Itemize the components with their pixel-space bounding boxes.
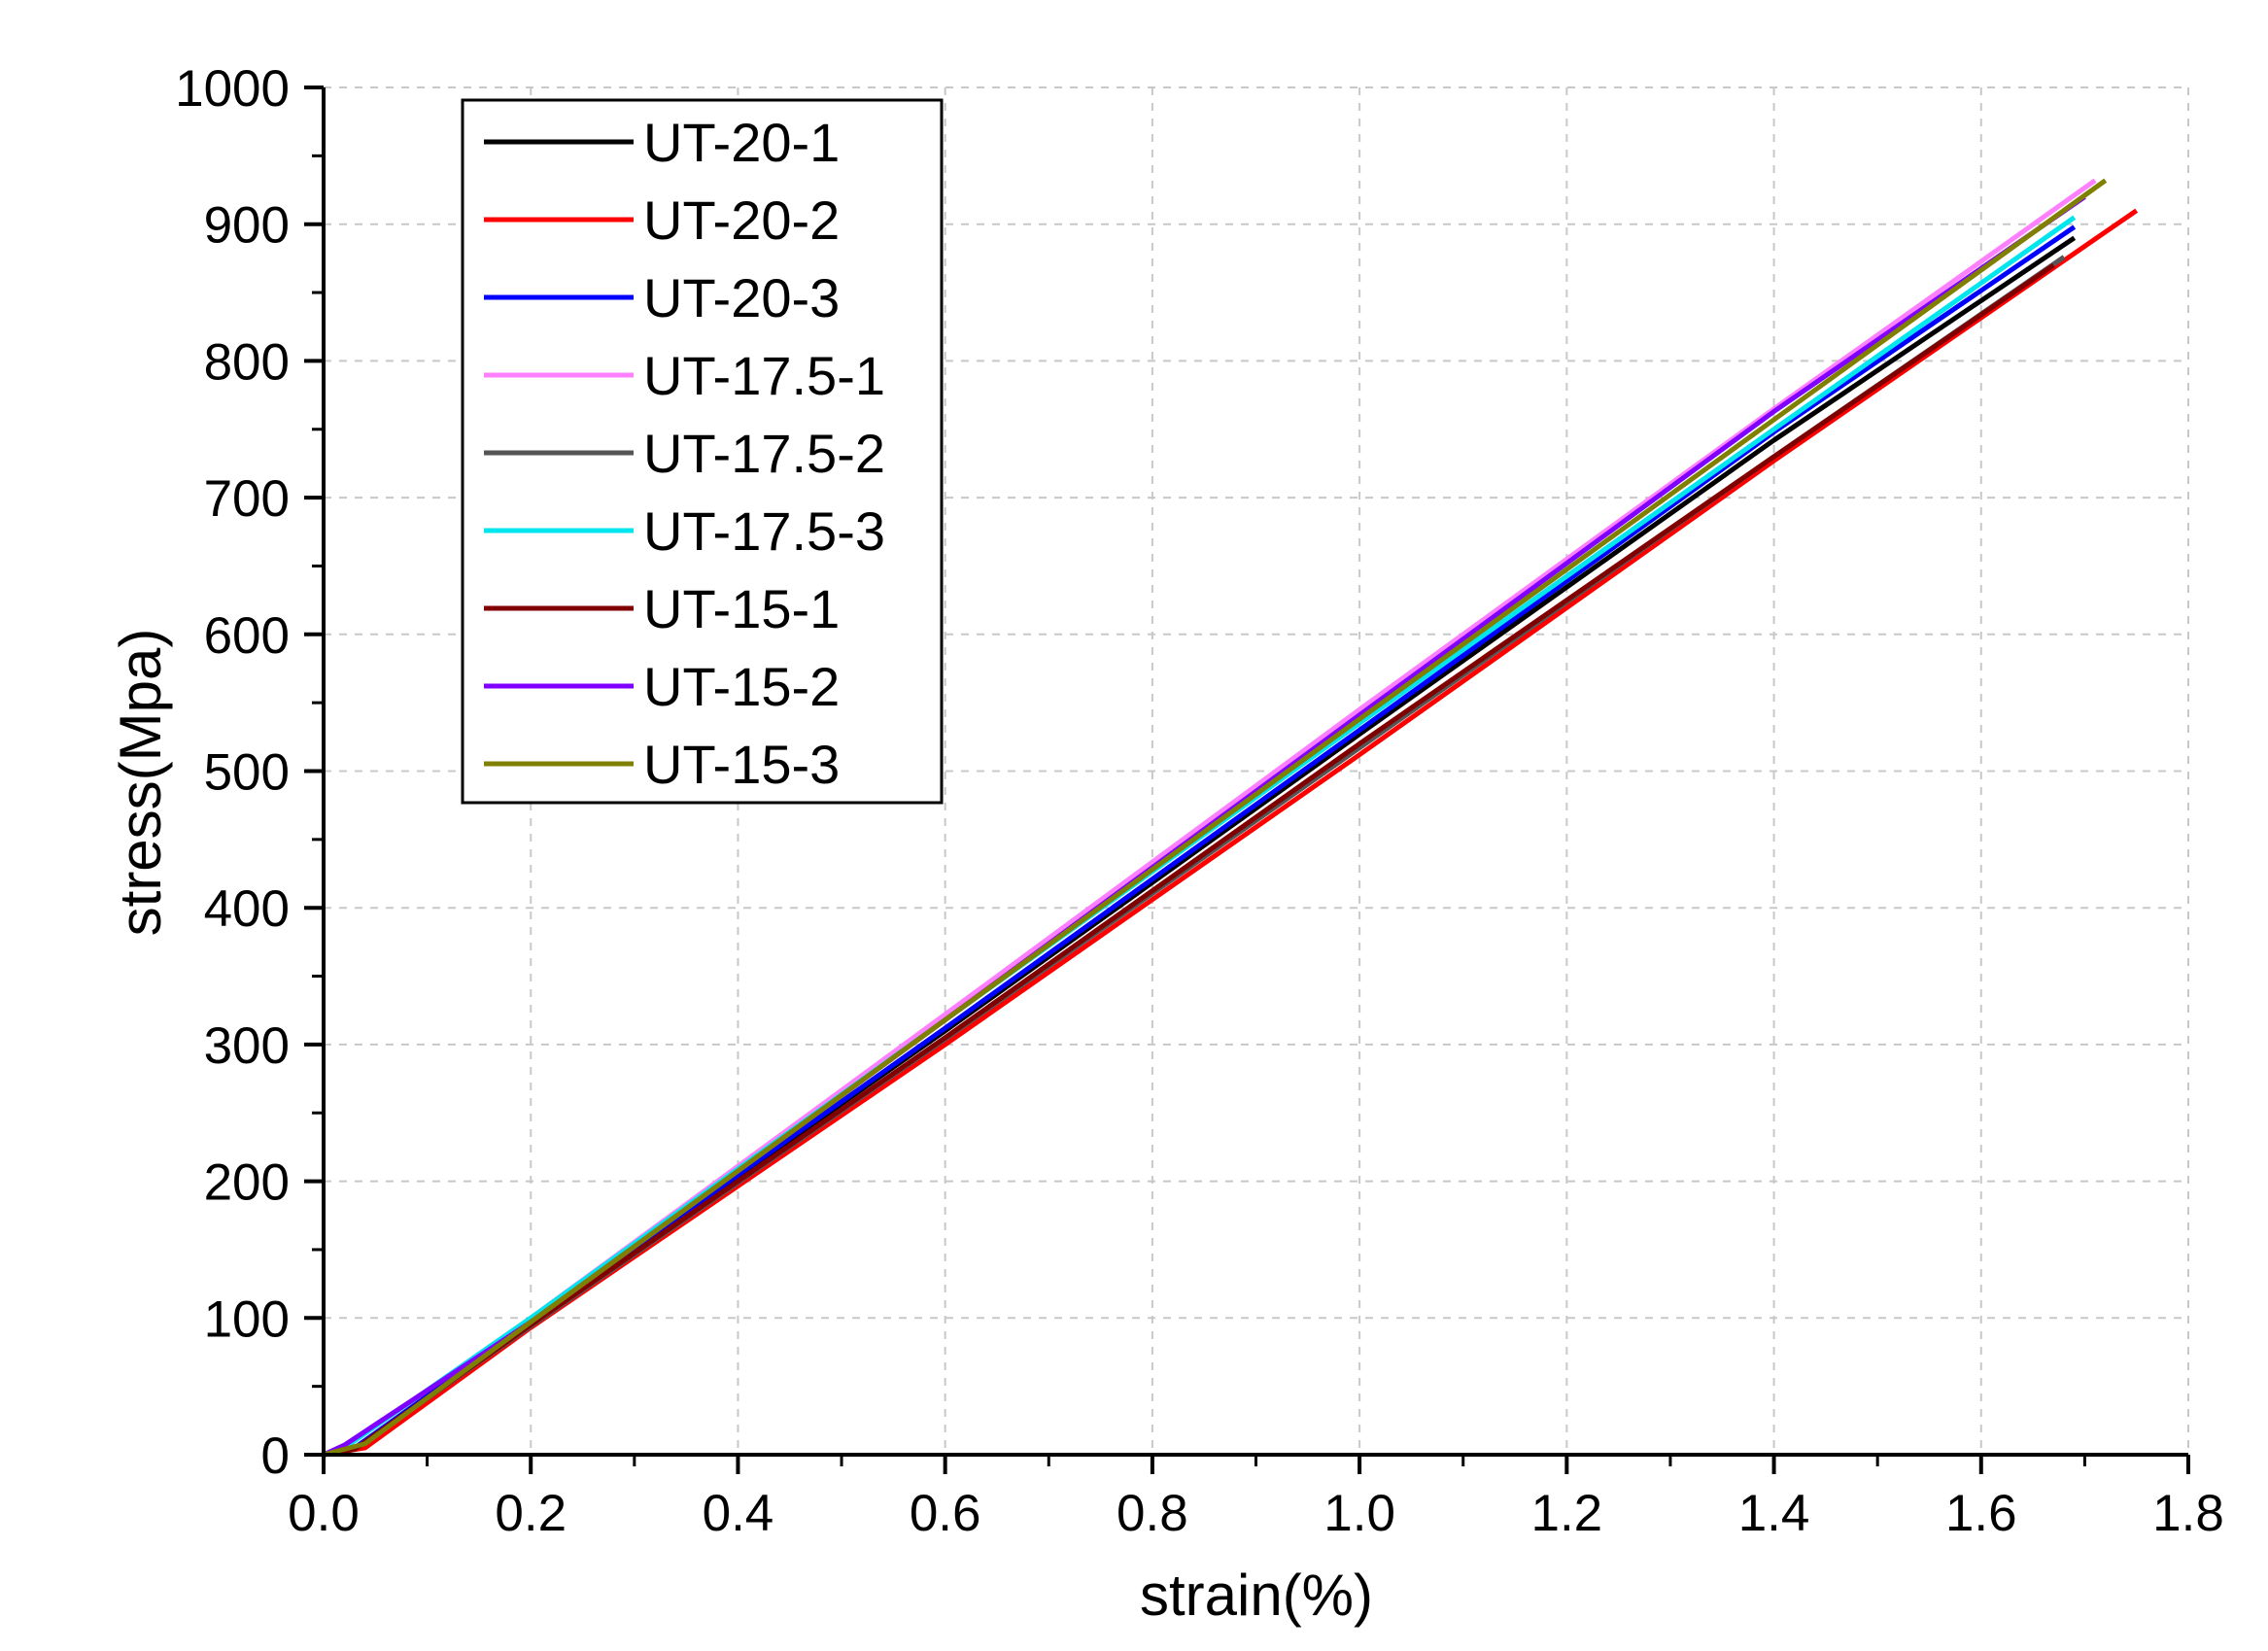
x-tick-label: 0.8 [1117, 1485, 1188, 1542]
legend-label: UT-15-3 [643, 734, 840, 795]
legend: UT-20-1 UT-20-2 UT-20-3 UT-17.5-1 UT-17.5-2 U… [461, 98, 944, 805]
x-tick-label: 1.6 [1945, 1485, 2017, 1542]
y-tick-label: 1000 [175, 60, 290, 118]
y-tick-label: 900 [204, 197, 290, 255]
legend-label: UT-20-2 [643, 189, 840, 251]
y-tick-label: 500 [204, 744, 290, 802]
x-tick-label: 0.2 [495, 1485, 567, 1542]
y-tick-label: 700 [204, 470, 290, 528]
x-tick-label: 1.2 [1530, 1485, 1602, 1542]
legend-label: UT-20-1 [643, 112, 840, 173]
y-tick-label: 400 [204, 880, 290, 938]
y-axis-title: stress(Mpa) [108, 629, 173, 937]
x-tick-label: 1.4 [1738, 1485, 1810, 1542]
y-tick-label: 600 [204, 607, 290, 665]
x-tick-label: 1.0 [1323, 1485, 1395, 1542]
legend-label: UT-17.5-2 [643, 423, 885, 484]
y-tick-label: 800 [204, 333, 290, 391]
ticks: 0.0 0.2 0.4 0.6 0.8 1.0 1.2 1.4 1.6 1.8 0 100 200 300… [175, 60, 2224, 1542]
series-line [323, 178, 2108, 1458]
x-tick-label: 0.4 [703, 1485, 774, 1542]
y-tick-label: 100 [204, 1290, 290, 1348]
series-lines [322, 178, 2139, 1458]
series-line [323, 208, 2139, 1458]
legend-label: UT-17.5-3 [643, 500, 885, 562]
grid [324, 86, 2189, 1455]
x-axis-title: strain(%) [1140, 1563, 1373, 1628]
y-tick-label: 200 [204, 1154, 290, 1212]
x-tick-label: 0.6 [910, 1485, 981, 1542]
x-tick-label: 0.0 [288, 1485, 360, 1542]
legend-label: UT-17.5-1 [643, 345, 885, 406]
legend-label: UT-15-1 [643, 578, 840, 639]
x-tick-label: 1.8 [2152, 1485, 2224, 1542]
legend-label: UT-15-2 [643, 656, 840, 717]
y-tick-label: 0 [261, 1427, 290, 1485]
series-line [323, 262, 2055, 1458]
legend-label: UT-20-3 [643, 267, 840, 328]
y-tick-label: 300 [204, 1017, 290, 1075]
